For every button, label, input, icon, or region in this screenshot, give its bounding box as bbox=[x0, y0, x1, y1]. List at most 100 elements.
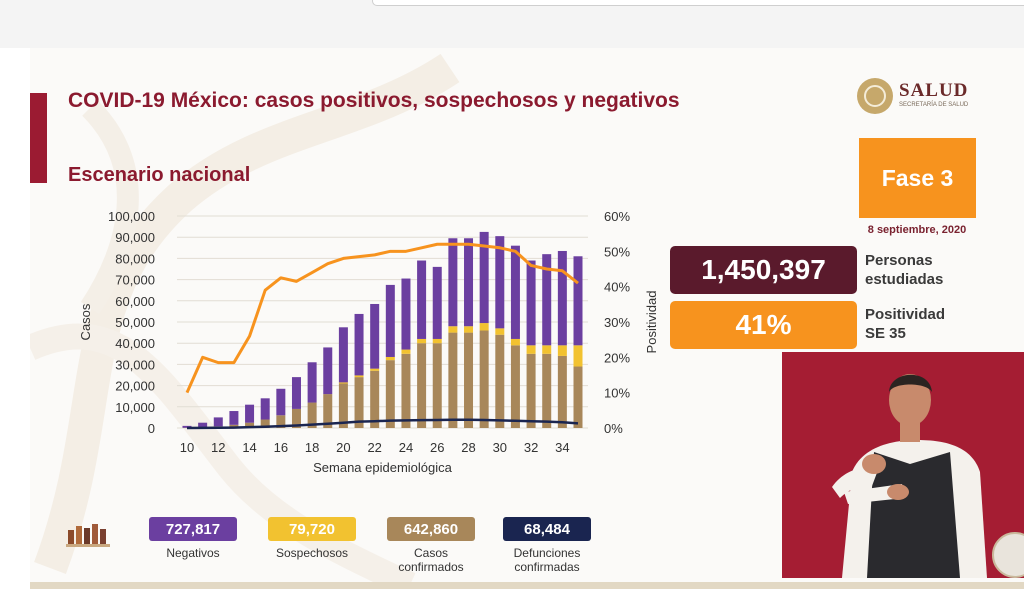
line-positividad bbox=[185, 242, 579, 394]
y-tick-label: 60,000 bbox=[115, 294, 155, 309]
summary-confirmados-label-line1: Casos bbox=[413, 546, 448, 560]
bar-negativos bbox=[495, 236, 505, 329]
sign-language-video bbox=[782, 352, 1024, 578]
bar-sospechosos bbox=[385, 356, 395, 361]
bar-negativos bbox=[448, 238, 458, 327]
bar-negativos bbox=[276, 388, 286, 416]
bar-sospechosos bbox=[542, 345, 552, 354]
bar-confirmados bbox=[526, 353, 536, 428]
bar-confirmados bbox=[401, 353, 411, 428]
x-tick-label: 18 bbox=[305, 440, 319, 455]
stat-people-label-line1: Personas bbox=[865, 252, 933, 269]
bar-sospechosos bbox=[338, 382, 348, 384]
stat-people-label: Personas estudiadas bbox=[865, 251, 943, 289]
bar-confirmados bbox=[464, 332, 474, 428]
slide bbox=[30, 48, 1024, 585]
bar-sospechosos bbox=[510, 338, 520, 346]
bar-negativos bbox=[464, 238, 474, 327]
x-tick-label: 10 bbox=[180, 440, 194, 455]
bar-confirmados bbox=[479, 330, 489, 428]
salud-logo: SALUD SECRETARÍA DE SALUD bbox=[857, 76, 987, 120]
bar-sospechosos bbox=[464, 326, 474, 333]
bar-negativos bbox=[198, 422, 208, 428]
stat-people-label-line2: estudiadas bbox=[865, 271, 944, 288]
bar-confirmados bbox=[370, 370, 380, 428]
bar-confirmados bbox=[542, 353, 552, 428]
bar-negativos bbox=[432, 266, 442, 339]
x-tick-label: 16 bbox=[274, 440, 288, 455]
bar-confirmados bbox=[291, 408, 301, 428]
bar-confirmados bbox=[495, 334, 505, 428]
y2-tick-label: 60% bbox=[604, 209, 630, 224]
bar-negativos bbox=[323, 347, 333, 395]
bar-negativos bbox=[354, 313, 364, 376]
background-ornament bbox=[30, 53, 460, 585]
y2-tick-label: 50% bbox=[604, 244, 630, 259]
y2-axis-title: Positividad bbox=[644, 291, 659, 354]
bar-confirmados bbox=[385, 360, 395, 428]
x-tick-label: 32 bbox=[524, 440, 538, 455]
summary-defunciones-label-line1: Defunciones bbox=[513, 546, 581, 560]
y-tick-label: 100,000 bbox=[108, 209, 155, 224]
bar-negativos bbox=[557, 250, 567, 346]
bar-negativos bbox=[417, 260, 427, 339]
corner-badge-icon bbox=[992, 532, 1024, 578]
cases-chart-svg: 0 10,000 20,000 30,000 40,000 50,000 60,000 70,… bbox=[78, 209, 659, 475]
bar-confirmados bbox=[323, 394, 333, 428]
bar-confirmados bbox=[245, 422, 255, 428]
bar-sospechosos bbox=[526, 345, 536, 354]
bar-negativos bbox=[542, 254, 552, 346]
bar-sospechosos bbox=[557, 345, 567, 356]
bar-sospechosos bbox=[495, 328, 505, 335]
x-tick-label: 28 bbox=[461, 440, 475, 455]
bar-negativos bbox=[479, 231, 489, 324]
bar-sospechosos bbox=[370, 368, 380, 371]
summary-sospechosos-value: 79,720 bbox=[268, 517, 356, 541]
bar-sospechosos bbox=[417, 338, 427, 344]
y-tick-label: 30,000 bbox=[115, 357, 155, 372]
y-tick-label: 40,000 bbox=[115, 336, 155, 351]
summary-negativos-value: 727,817 bbox=[149, 517, 237, 541]
bar-negativos bbox=[307, 362, 317, 403]
page-title: COVID-19 México: casos positivos, sospec… bbox=[68, 89, 680, 112]
y2-tick-label: 10% bbox=[604, 386, 630, 401]
summary-negativos-label-line1: Negativos bbox=[166, 546, 220, 560]
bar-confirmados bbox=[307, 402, 317, 428]
summary-negativos-label: Negativos bbox=[138, 546, 248, 560]
bar-sospechosos bbox=[479, 323, 489, 331]
interpreter-figure bbox=[782, 352, 1024, 578]
cases-chart: 0 10,000 20,000 30,000 40,000 50,000 60,000 70,… bbox=[60, 200, 680, 485]
summary-confirmados-value: 642,860 bbox=[387, 517, 475, 541]
summary-defunciones-label: Defunciones confirmadas bbox=[492, 546, 602, 574]
bar-sospechosos bbox=[401, 349, 411, 354]
address-bar[interactable] bbox=[372, 0, 1024, 6]
bar-negativos bbox=[213, 417, 223, 427]
bar-confirmados bbox=[557, 355, 567, 428]
y-tick-label: 80,000 bbox=[115, 251, 155, 266]
x-tick-label: 14 bbox=[242, 440, 256, 455]
stat-positivity-label-line2: SE 35 bbox=[865, 325, 906, 342]
stat-people-value: 1,450,397 bbox=[670, 246, 857, 294]
seal-icon bbox=[857, 78, 893, 114]
summary-sospechosos-label-line1: Sospechosos bbox=[275, 546, 349, 560]
stat-positivity-value: 41% bbox=[670, 301, 857, 349]
y-tick-label: 50,000 bbox=[115, 315, 155, 330]
bar-negativos bbox=[573, 256, 583, 346]
y-tick-label: 20,000 bbox=[115, 379, 155, 394]
y-tick-label: 90,000 bbox=[115, 230, 155, 245]
x-tick-label: 20 bbox=[336, 440, 350, 455]
bar-sospechosos bbox=[354, 375, 364, 378]
bar-confirmados bbox=[260, 419, 270, 428]
bar-negativos bbox=[401, 278, 411, 350]
bar-confirmados bbox=[432, 343, 442, 428]
logo-name: SALUD bbox=[899, 80, 969, 101]
x-tick-label: 24 bbox=[399, 440, 413, 455]
bar-confirmados bbox=[510, 345, 520, 428]
bar-sospechosos bbox=[432, 338, 442, 344]
people-icon bbox=[66, 524, 110, 547]
bar-confirmados bbox=[276, 415, 286, 428]
bar-negativos bbox=[370, 303, 380, 369]
y2-tick-label: 0% bbox=[604, 421, 623, 436]
x-tick-label: 12 bbox=[211, 440, 225, 455]
y2-tick-label: 30% bbox=[604, 315, 630, 330]
